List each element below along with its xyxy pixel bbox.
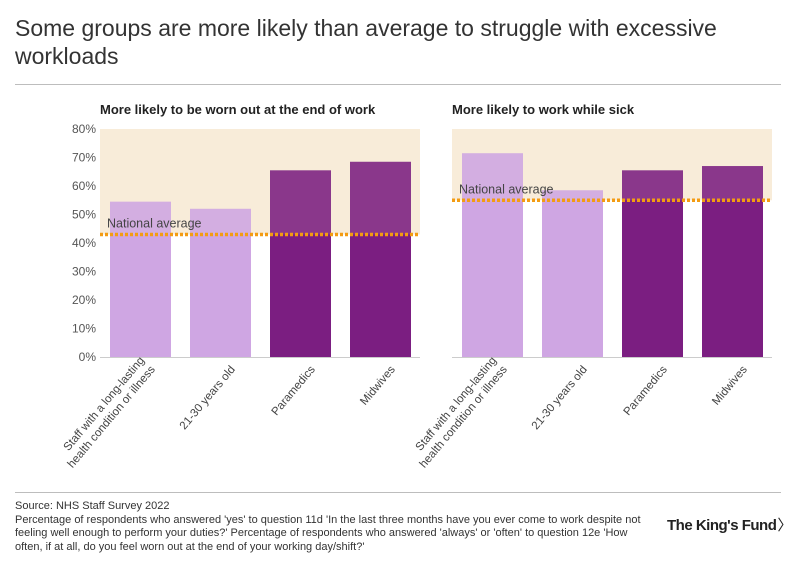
bar-above-average-tint bbox=[462, 153, 523, 201]
chart-title: Some groups are more likely than average… bbox=[15, 15, 717, 69]
x-category-label: Midwives bbox=[710, 364, 750, 408]
bar bbox=[542, 190, 603, 357]
bar bbox=[110, 201, 171, 357]
x-category-label-line: health condition or illness bbox=[418, 364, 510, 471]
national-average-label: National average bbox=[459, 182, 554, 196]
panel-work-while-sick: More likely to work while sick National a… bbox=[407, 102, 772, 471]
x-category-label: Midwives bbox=[358, 364, 398, 408]
top-divider bbox=[15, 84, 781, 85]
bar-above-average-tint bbox=[270, 170, 331, 235]
y-tick-label: 10% bbox=[72, 322, 96, 336]
bar-above-average-tint bbox=[622, 170, 683, 201]
x-category-label-line: 21-30 years old bbox=[178, 364, 238, 432]
x-category-label-line: health condition or illness bbox=[66, 364, 158, 471]
bottom-divider bbox=[15, 492, 781, 493]
x-category-label-line: Midwives bbox=[710, 364, 750, 408]
logo-text: The King's Fund bbox=[667, 517, 777, 534]
y-tick-label: 70% bbox=[72, 151, 96, 165]
y-tick-label: 60% bbox=[72, 179, 96, 193]
x-category-label-line: Paramedics bbox=[622, 364, 670, 418]
footer-notes: Source: NHS Staff Survey 2022 Percentage… bbox=[15, 500, 655, 554]
x-category-label-line: Paramedics bbox=[270, 364, 318, 418]
methodology-note: Percentage of respondents who answered '… bbox=[15, 513, 641, 553]
x-category-label: Staff with a long-lastinghealth conditio… bbox=[55, 355, 158, 471]
panel-title: More likely to work while sick bbox=[452, 102, 635, 117]
bar bbox=[270, 170, 331, 357]
bar-above-average-tint bbox=[190, 208, 251, 235]
bar bbox=[350, 161, 411, 357]
kings-fund-logo: The King's Fund〉 bbox=[667, 514, 792, 535]
panel-title: More likely to be worn out at the end of… bbox=[100, 102, 376, 117]
bar-above-average-tint bbox=[702, 166, 763, 201]
national-average-label: National average bbox=[107, 216, 202, 230]
x-category-label: Paramedics bbox=[270, 364, 318, 418]
bar-above-average-tint bbox=[110, 201, 171, 235]
y-tick-label: 50% bbox=[72, 208, 96, 222]
y-tick-label: 40% bbox=[72, 236, 96, 250]
x-category-label: Paramedics bbox=[622, 364, 670, 418]
bar bbox=[462, 153, 523, 357]
source-text: Source: NHS Staff Survey 2022 bbox=[15, 500, 170, 512]
x-category-label-line: 21-30 years old bbox=[530, 364, 590, 432]
bar-above-average-tint bbox=[542, 190, 603, 201]
y-tick-label: 80% bbox=[72, 122, 96, 136]
x-category-label: 21-30 years old bbox=[530, 364, 590, 432]
y-tick-label: 0% bbox=[79, 350, 97, 364]
x-category-label-line: Staff with a long-lasting bbox=[414, 355, 499, 454]
x-category-label: Staff with a long-lastinghealth conditio… bbox=[407, 355, 510, 471]
logo-chevron-icon: 〉 bbox=[777, 517, 792, 534]
bar-above-average-tint bbox=[350, 161, 411, 235]
x-category-label-line: Staff with a long-lasting bbox=[62, 355, 147, 454]
y-tick-label: 30% bbox=[72, 265, 96, 279]
panel-worn-out: More likely to be worn out at the end of… bbox=[55, 102, 420, 471]
bar bbox=[702, 166, 763, 357]
charts-area: More likely to be worn out at the end of… bbox=[55, 102, 772, 471]
y-tick-label: 20% bbox=[72, 293, 96, 307]
x-category-label-line: Midwives bbox=[358, 364, 398, 408]
x-category-label: 21-30 years old bbox=[178, 364, 238, 432]
